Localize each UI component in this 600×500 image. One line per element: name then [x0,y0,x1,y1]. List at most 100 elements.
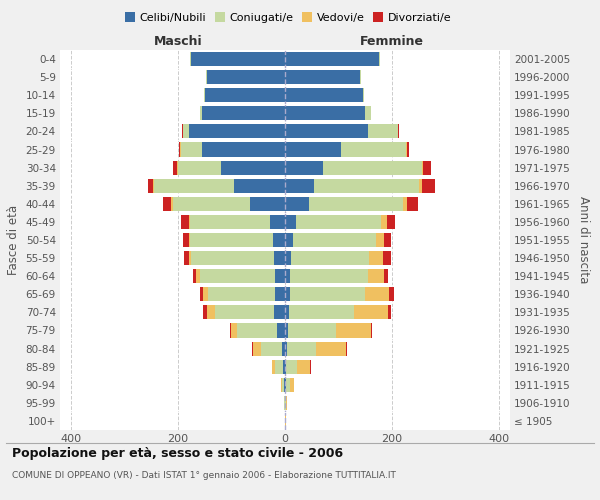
Bar [389,287,394,302]
Bar [191,52,285,66]
Bar [237,324,277,338]
Bar [285,396,286,410]
Bar [200,106,202,120]
Bar [407,197,418,211]
Bar [188,215,190,229]
Bar [289,306,353,320]
Bar [285,88,362,102]
Bar [203,306,208,320]
Bar [154,178,234,193]
Bar [272,360,275,374]
Bar [285,178,314,193]
Bar [285,124,368,138]
Bar [275,287,285,302]
Bar [208,287,275,302]
Bar [379,52,380,66]
Bar [188,251,191,265]
Bar [281,378,282,392]
Bar [314,178,419,193]
Bar [190,215,270,229]
Bar [285,70,360,84]
Bar [365,287,389,302]
Bar [407,142,409,156]
Bar [277,324,285,338]
Bar [173,160,178,174]
Bar [253,342,261,355]
Text: Popolazione per età, sesso e stato civile - 2006: Popolazione per età, sesso e stato civil… [12,448,343,460]
Bar [285,324,287,338]
Bar [234,178,285,193]
Bar [422,160,423,174]
Bar [202,106,285,120]
Bar [285,233,293,247]
Bar [202,142,285,156]
Bar [362,88,364,102]
Text: Maschi: Maschi [154,35,202,48]
Bar [285,160,323,174]
Bar [173,197,250,211]
Bar [382,215,387,229]
Bar [287,324,336,338]
Bar [215,306,274,320]
Bar [384,233,391,247]
Bar [181,215,188,229]
Bar [398,124,399,138]
Bar [323,160,422,174]
Bar [208,70,285,84]
Bar [203,88,205,102]
Bar [274,251,285,265]
Bar [286,396,287,410]
Bar [184,251,188,265]
Bar [148,178,153,193]
Bar [282,378,284,392]
Bar [273,233,285,247]
Bar [208,306,215,320]
Bar [285,287,290,302]
Bar [190,52,191,66]
Bar [183,124,188,138]
Bar [388,306,391,320]
Bar [274,306,285,320]
Bar [200,269,275,283]
Bar [203,287,208,302]
Bar [188,124,285,138]
Bar [293,233,376,247]
Bar [285,251,292,265]
Bar [287,342,316,355]
Bar [403,197,407,211]
Bar [422,178,435,193]
Bar [360,70,361,84]
Bar [296,215,382,229]
Bar [297,360,310,374]
Bar [285,106,365,120]
Bar [188,233,190,247]
Bar [387,215,395,229]
Bar [285,215,296,229]
Bar [190,233,273,247]
Bar [285,269,290,283]
Bar [383,251,391,265]
Bar [206,70,208,84]
Bar [290,287,365,302]
Bar [286,360,297,374]
Bar [285,342,287,355]
Legend: Celibi/Nubili, Coniugati/e, Vedovi/e, Divorziati/e: Celibi/Nubili, Coniugati/e, Vedovi/e, Di… [120,8,456,28]
Bar [200,287,203,302]
Bar [336,324,371,338]
Bar [283,360,285,374]
Bar [419,178,422,193]
Bar [193,269,196,283]
Y-axis label: Anni di nascita: Anni di nascita [577,196,590,284]
Bar [365,106,371,120]
Bar [283,342,285,355]
Bar [196,269,200,283]
Bar [205,88,285,102]
Bar [261,342,283,355]
Bar [232,324,237,338]
Bar [368,124,398,138]
Bar [290,378,294,392]
Text: COMUNE DI OPPEANO (VR) - Dati ISTAT 1° gennaio 2006 - Elaborazione TUTTITALIA.IT: COMUNE DI OPPEANO (VR) - Dati ISTAT 1° g… [12,471,396,480]
Bar [285,142,341,156]
Bar [353,306,388,320]
Bar [371,324,373,338]
